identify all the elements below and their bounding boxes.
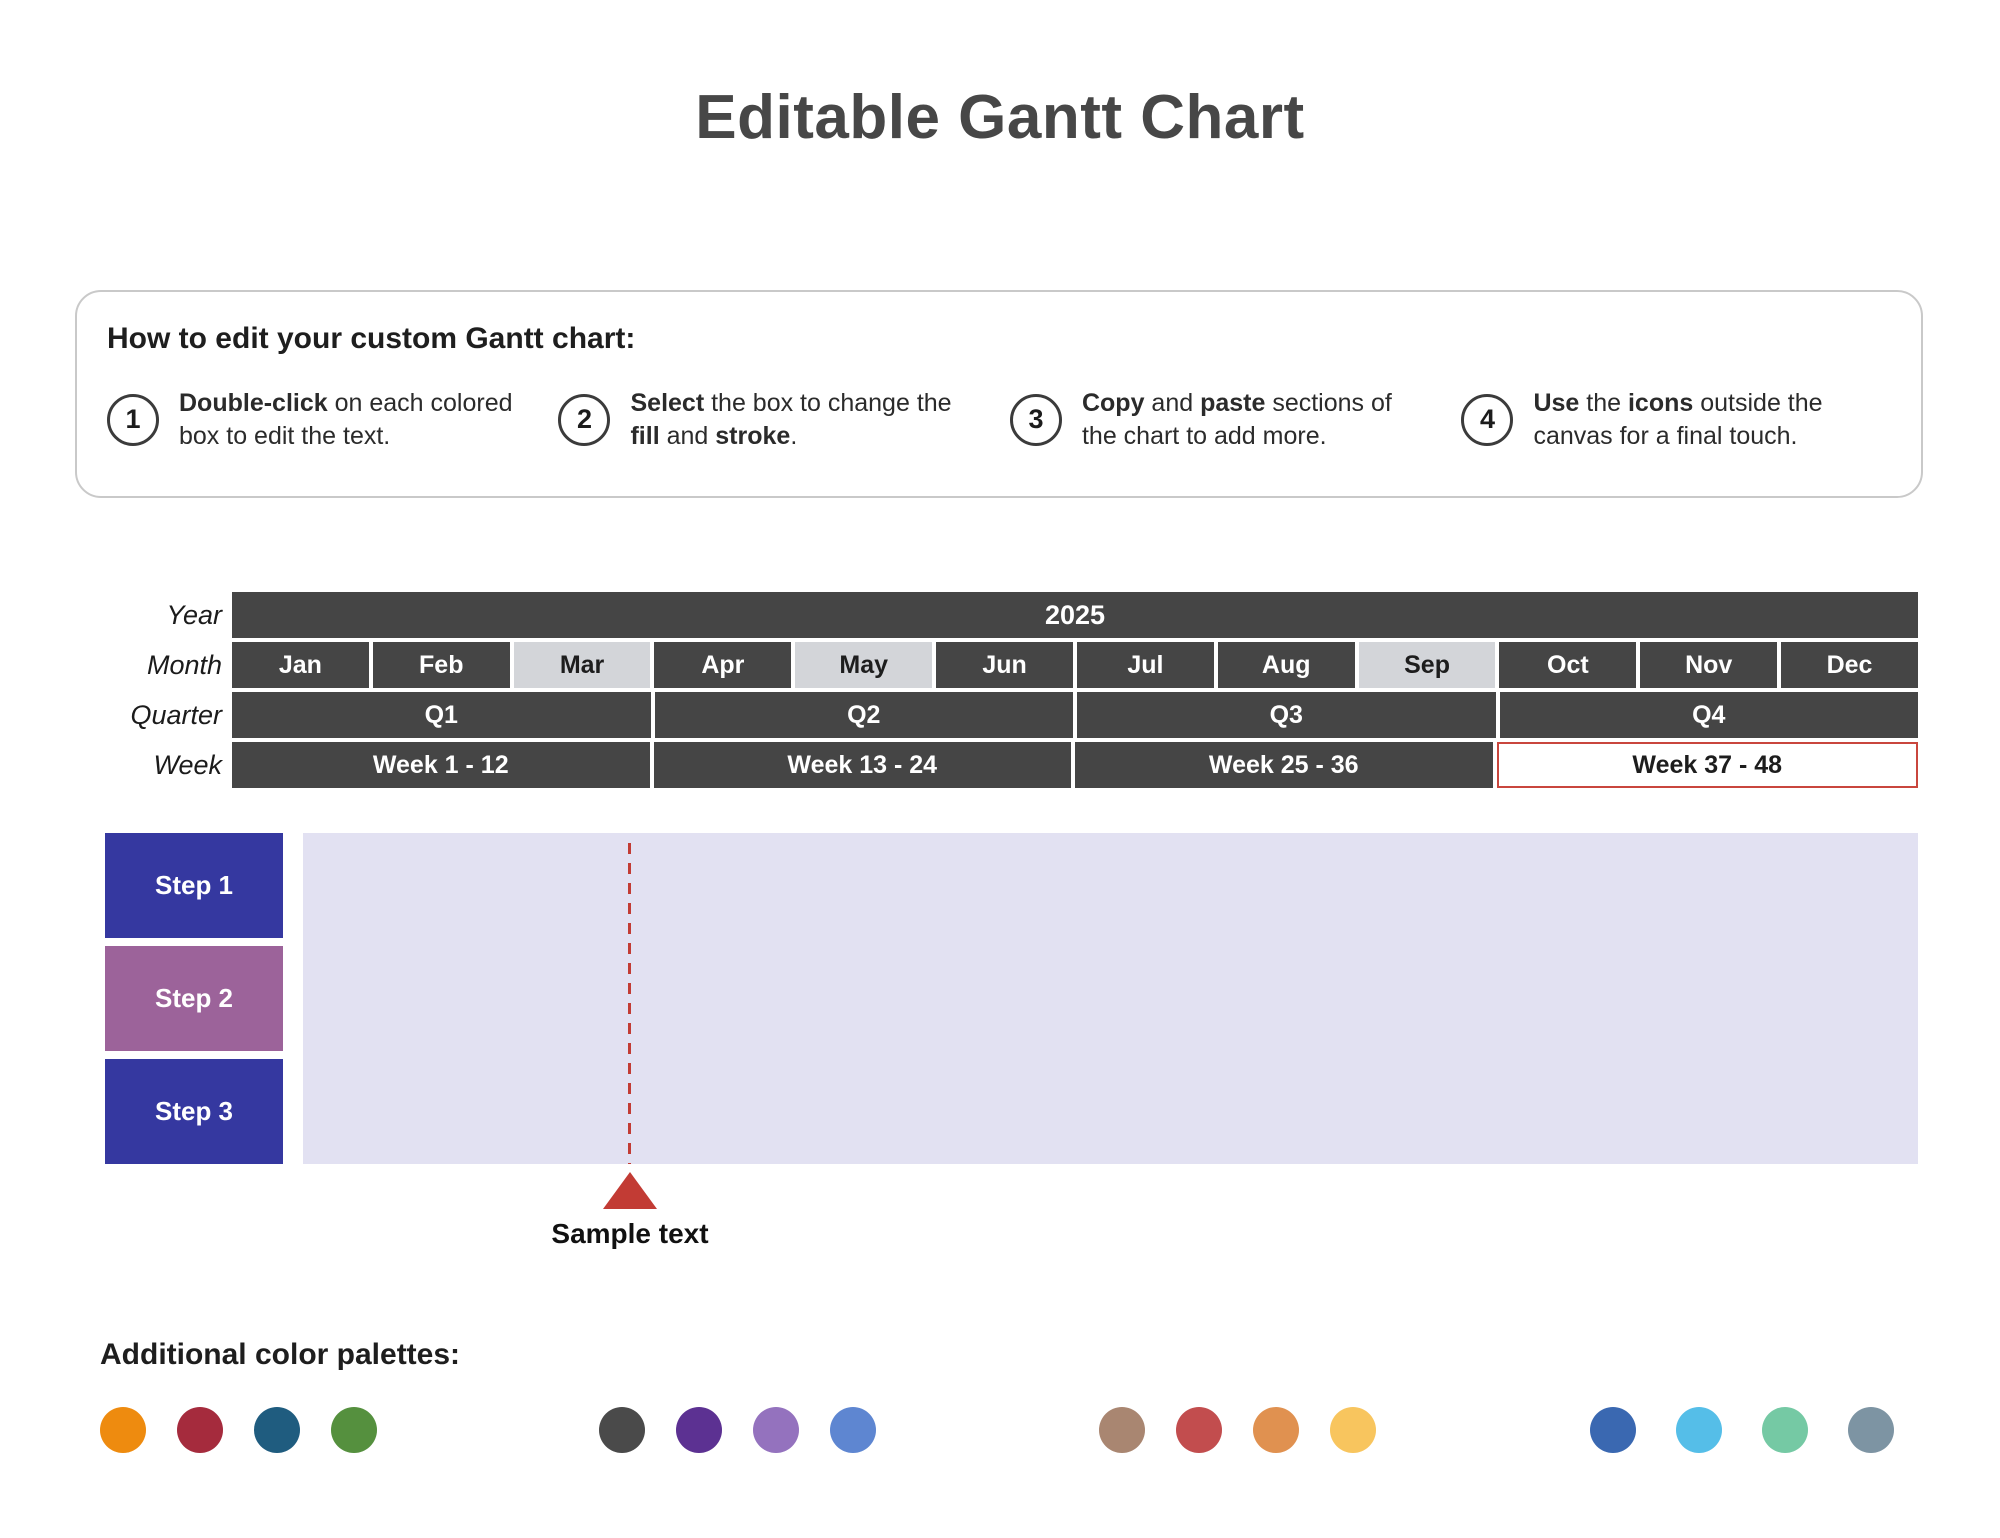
quarter-cell-q2[interactable]: Q2 xyxy=(654,692,1073,738)
instruction-text-segment: fill xyxy=(630,421,660,450)
month-cell-may[interactable]: May xyxy=(795,642,933,688)
instruction-text-segment: Use xyxy=(1533,389,1580,417)
gantt-row-label-quarter: Quarter xyxy=(130,700,222,730)
palette-dot[interactable] xyxy=(177,1407,223,1453)
instruction-item: 4 Use the icons outside the canvas for a … xyxy=(1461,387,1901,452)
gantt-row-labels: Year Month Quarter Week xyxy=(0,592,222,788)
instruction-item: 2 Select the box to change the fill and s… xyxy=(558,387,998,452)
instructions-heading: How to edit your custom Gantt chart: xyxy=(107,322,636,355)
month-cell-sep[interactable]: Sep xyxy=(1358,642,1496,688)
month-cell-jan[interactable]: Jan xyxy=(232,642,369,688)
palette-dot[interactable] xyxy=(254,1407,300,1453)
palette-dot[interactable] xyxy=(1330,1407,1376,1453)
instruction-text-segment: icons xyxy=(1627,389,1694,417)
palette-dot[interactable] xyxy=(753,1407,799,1453)
palette-dot[interactable] xyxy=(1762,1407,1808,1453)
palette-dot[interactable] xyxy=(1176,1407,1222,1453)
month-cell-aug[interactable]: Aug xyxy=(1217,642,1355,688)
palette-dot[interactable] xyxy=(1253,1407,1299,1453)
quarter-cell-q3[interactable]: Q3 xyxy=(1077,692,1496,738)
instruction-text-segment: paste xyxy=(1200,389,1266,417)
step-box-2[interactable]: Step 2 xyxy=(105,946,283,1051)
instruction-number-badge: 2 xyxy=(558,393,611,446)
month-cell-mar[interactable]: Mar xyxy=(513,642,651,688)
instruction-text-segment: outside the canvas for a final touch. xyxy=(1533,389,1823,450)
year-row: 2025 xyxy=(232,592,1918,638)
month-cell-apr[interactable]: Apr xyxy=(654,642,792,688)
palette-group-1 xyxy=(100,1407,377,1453)
week-cell-3[interactable]: Week 25 - 36 xyxy=(1075,742,1493,788)
step-column: Step 1 Step 2 Step 3 xyxy=(105,833,283,1164)
instruction-text-segment: and xyxy=(1144,389,1201,417)
instruction-text-segment: . xyxy=(790,421,798,450)
instruction-text-segment: the xyxy=(1579,389,1628,417)
instruction-number-badge: 3 xyxy=(1009,393,1062,446)
week-cell-4[interactable]: Week 37 - 48 xyxy=(1496,742,1918,788)
palette-dot[interactable] xyxy=(830,1407,876,1453)
month-cell-oct[interactable]: Oct xyxy=(1499,642,1637,688)
gantt-row-label-week: Week xyxy=(153,750,222,780)
quarter-cell-q1[interactable]: Q1 xyxy=(232,692,651,738)
palette-dot[interactable] xyxy=(1099,1407,1145,1453)
page-title: Editable Gantt Chart xyxy=(695,83,1305,152)
instruction-text: Select the box to change the fill and st… xyxy=(630,387,965,452)
instruction-items: 1 Double-click on each colored box to edi… xyxy=(107,387,1901,452)
instruction-text-segment: and xyxy=(659,421,716,450)
instruction-item: 1 Double-click on each colored box to edi… xyxy=(107,387,547,452)
palette-dot[interactable] xyxy=(599,1407,645,1453)
instruction-text: Use the icons outside the canvas for a f… xyxy=(1533,387,1868,452)
palette-group-2 xyxy=(599,1407,876,1453)
year-cell[interactable]: 2025 xyxy=(232,592,1918,638)
instruction-text: Copy and paste sections of the chart to … xyxy=(1082,387,1417,452)
chart-canvas[interactable] xyxy=(303,833,1918,1164)
palettes-heading: Additional color palettes: xyxy=(100,1338,461,1371)
instruction-number-badge: 1 xyxy=(107,393,159,446)
palette-group-4 xyxy=(1590,1407,1894,1453)
month-cell-nov[interactable]: Nov xyxy=(1640,642,1778,688)
instruction-text-segment: the box to change the xyxy=(704,389,952,417)
instruction-text: Double-click on each colored box to edit… xyxy=(179,387,514,452)
instruction-text-segment: sections of the chart to add more. xyxy=(1081,389,1392,450)
instruction-text-segment: Select xyxy=(630,389,705,417)
gantt-row-label-year: Year xyxy=(166,600,222,630)
step-box-3[interactable]: Step 3 xyxy=(105,1059,283,1164)
milestone-dashed-line[interactable] xyxy=(628,843,631,1164)
week-row: Week 1 - 12 Week 13 - 24 Week 25 - 36 Week … xyxy=(232,742,1918,788)
milestone-marker-icon[interactable] xyxy=(603,1172,657,1209)
instruction-number-badge: 4 xyxy=(1461,393,1514,446)
instruction-text-segment: on each colored box to edit the text. xyxy=(179,389,513,450)
step-box-1[interactable]: Step 1 xyxy=(105,833,283,938)
week-cell-2[interactable]: Week 13 - 24 xyxy=(653,742,1071,788)
quarter-row: Q1 Q2 Q3 Q4 xyxy=(232,692,1918,738)
instructions-panel: How to edit your custom Gantt chart: 1 Do… xyxy=(75,290,1923,498)
palette-dot[interactable] xyxy=(100,1407,146,1453)
palette-dot[interactable] xyxy=(1676,1407,1722,1453)
gantt-header-table: 2025 Jan Feb Mar Apr May Jun Jul Aug Sep Oct Nov De… xyxy=(232,592,1918,788)
milestone-label[interactable]: Sample text xyxy=(551,1218,709,1249)
month-row: Jan Feb Mar Apr May Jun Jul Aug Sep Oct Nov Dec xyxy=(232,642,1918,688)
quarter-cell-q4[interactable]: Q4 xyxy=(1499,692,1918,738)
instruction-text-segment: stroke xyxy=(715,421,791,450)
month-cell-feb[interactable]: Feb xyxy=(372,642,510,688)
instruction-text-segment: Copy xyxy=(1081,389,1145,417)
week-cell-1[interactable]: Week 1 - 12 xyxy=(232,742,650,788)
instruction-text-segment: Double-click xyxy=(179,389,328,417)
gantt-row-label-month: Month xyxy=(146,650,222,680)
palette-dot[interactable] xyxy=(1848,1407,1894,1453)
instruction-item: 3 Copy and paste sections of the chart to… xyxy=(1009,387,1450,452)
month-cell-dec[interactable]: Dec xyxy=(1781,642,1918,688)
palette-dot[interactable] xyxy=(331,1407,377,1453)
month-cell-jun[interactable]: Jun xyxy=(936,642,1073,688)
palette-dot[interactable] xyxy=(676,1407,722,1453)
palette-dot[interactable] xyxy=(1590,1407,1636,1453)
palette-group-3 xyxy=(1099,1407,1376,1453)
month-cell-jul[interactable]: Jul xyxy=(1076,642,1214,688)
